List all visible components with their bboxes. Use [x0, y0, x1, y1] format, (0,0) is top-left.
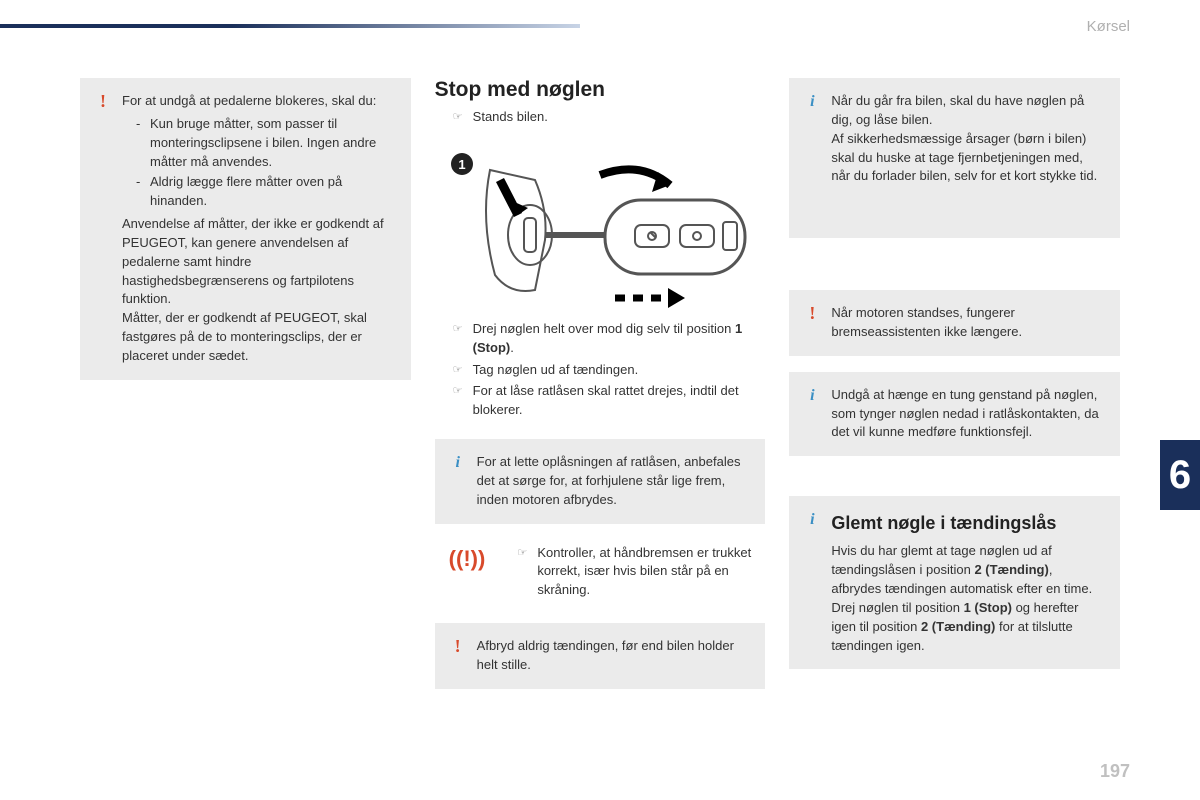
step-list-post: Drej nøglen helt over mod dig selv til p…	[435, 320, 766, 420]
warning-list: Kun bruge måtter, som passer til monteri…	[122, 115, 393, 211]
warning-icon: !	[94, 92, 112, 366]
handbrake-icon: ((!))	[449, 544, 486, 572]
column-1: ! For at undgå at pedalerne blokeres, sk…	[80, 78, 411, 689]
svg-text:1: 1	[458, 157, 465, 172]
warning-icon: !	[803, 304, 821, 342]
column-3: i Når du går fra bilen, skal du have nøg…	[789, 78, 1120, 689]
list-item: Stands bilen.	[453, 108, 766, 127]
info-para: Af sikkerhedsmæssige årsager (børn i bil…	[831, 131, 1097, 184]
list-item: Kontroller, at håndbremsen er trukket ko…	[517, 544, 751, 601]
warning-text: Når motoren standses, fungerer bremseass…	[831, 304, 1102, 342]
handbrake-step: Kontroller, at håndbremsen er trukket ko…	[499, 544, 751, 604]
info-box-take-key: i Når du går fra bilen, skal du have nøg…	[789, 78, 1120, 238]
warning-box-mats: ! For at undgå at pedalerne blokeres, sk…	[80, 78, 411, 380]
column-2: Stop med nøglen Stands bilen. 1	[435, 78, 766, 689]
info-box-heavy-object: i Undgå at hænge en tung genstand på nøg…	[789, 372, 1120, 457]
list-item: Aldrig lægge flere måtter oven på hinand…	[136, 173, 393, 211]
warning-text: For at undgå at pedalerne blokeres, skal…	[122, 92, 393, 366]
list-item: Kun bruge måtter, som passer til monteri…	[136, 115, 393, 172]
stop-with-key-section: Stop med nøglen Stands bilen. 1	[435, 78, 766, 423]
section-header: Kørsel	[1087, 18, 1130, 35]
info-icon: i	[449, 453, 467, 510]
info-text: Når du går fra bilen, skal du have nøgle…	[831, 92, 1102, 224]
warning-icon: !	[449, 637, 467, 675]
warning-intro: For at undgå at pedalerne blokeres, skal…	[122, 93, 376, 108]
warning-text: Afbryd aldrig tændingen, før end bilen h…	[477, 637, 748, 675]
page-number: 197	[1100, 761, 1130, 782]
key-ignition-illustration: 1	[435, 130, 766, 320]
handbrake-note: ((!)) Kontroller, at håndbremsen er truk…	[435, 540, 766, 608]
warning-box-ignition-off: ! Afbryd aldrig tændingen, før end bilen…	[435, 623, 766, 689]
info-text: Undgå at hænge en tung genstand på nøgle…	[831, 386, 1102, 443]
warning-para: Anvendelse af måtter, der ikke er godken…	[122, 216, 384, 306]
subsection-title: Glemt nøgle i tændingslås	[831, 510, 1102, 536]
warning-box-brake-assist: ! Når motoren standses, fungerer bremsea…	[789, 290, 1120, 356]
info-text: For at lette oplåsningen af ratlåsen, an…	[477, 453, 748, 510]
forgotten-body: Hvis du har glemt at tage nøglen ud af t…	[831, 542, 1102, 655]
chapter-tab: 6	[1160, 440, 1200, 510]
page-content: ! For at undgå at pedalerne blokeres, sk…	[80, 78, 1120, 689]
warning-para: Måtter, der er godkendt af PEUGEOT, skal…	[122, 310, 367, 363]
info-icon: i	[803, 92, 821, 224]
section-title: Stop med nøglen	[435, 78, 766, 102]
info-box-steering-lock: i For at lette oplåsningen af ratlåsen, …	[435, 439, 766, 524]
list-item: Tag nøglen ud af tændingen.	[453, 361, 766, 380]
spacer	[789, 254, 1120, 274]
spacer	[789, 472, 1120, 480]
list-item: Drej nøglen helt over mod dig selv til p…	[453, 320, 766, 358]
top-accent-bar	[0, 24, 580, 28]
forgotten-key-content: Glemt nøgle i tændingslås Hvis du har gl…	[831, 510, 1102, 655]
info-box-forgotten-key: i Glemt nøgle i tændingslås Hvis du har …	[789, 496, 1120, 669]
info-icon: i	[803, 510, 821, 655]
list-item: For at låse ratlåsen skal rattet drejes,…	[453, 382, 766, 420]
step-list-pre: Stands bilen.	[435, 108, 766, 127]
info-para: Når du går fra bilen, skal du have nøgle…	[831, 93, 1084, 127]
info-icon: i	[803, 386, 821, 443]
